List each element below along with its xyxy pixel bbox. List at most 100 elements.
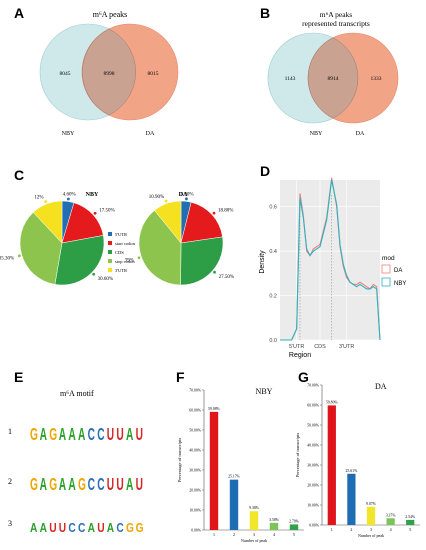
pie-nby-slice-1 [61, 202, 104, 244]
density-y-tick-0: 0.0 [269, 338, 277, 344]
venn-b-right-label: DA [356, 131, 365, 137]
bar-nby-x-tick-1: 2 [233, 532, 235, 537]
bar-da-bar-3 [386, 518, 395, 525]
motif-letter-0-3: A [59, 425, 67, 445]
motif-logos: 1 G A G A A A C C U U A U2 G A G A A G C C U U A U3 A A U U C C A U A C G G [8, 425, 144, 535]
panel-f: F 0.00% 10.00% 20.00% 30.00% 40.00% 50.00% 60.… [176, 369, 304, 543]
pie-da-label-marker-4 [164, 199, 168, 203]
pie-da-slice-label-4: 10.90% [149, 195, 164, 200]
motif-letter-2-7: U [97, 521, 104, 536]
pie-legend-swatch-2 [108, 250, 112, 254]
pie-da-label-marker-0 [185, 197, 188, 201]
pie-da-slice-label-3: 39% [125, 259, 134, 264]
bar-da-bar-label-3: 3.37% [386, 513, 397, 517]
motif-letter-0-7: C [97, 425, 105, 445]
bar-nby-bar-label-0: 59.08% [208, 407, 221, 411]
bar-da-y-tick-2: 20.00% [307, 484, 320, 488]
motif-letter-0-8: U [107, 425, 114, 445]
motif-letter-0-9: U [116, 425, 123, 445]
motif-letter-0-4: A [68, 425, 76, 445]
pie-da-label-marker-1 [212, 211, 216, 215]
bar-da-x-tick-4: 5 [409, 527, 411, 532]
venn-b-title-line1: m⁶A peaks [320, 10, 352, 19]
venn-b-title-line2: represented transcripts [302, 19, 370, 28]
motif-letter-2-9: C [116, 521, 124, 536]
bar-nby-y-tick-2: 20.00% [189, 489, 202, 493]
bar-nby-bar-3 [269, 522, 279, 530]
bar-da-bar-0 [327, 405, 336, 525]
pie-da-slice-3 [138, 210, 182, 286]
panel-letter-g: G [298, 369, 309, 385]
pie-legend: 5'UTR start codon CDS stop codon 3'UTR [108, 232, 136, 273]
panel-letter-a: A [14, 5, 24, 21]
venn-a-right-label: DA [146, 131, 155, 137]
venn-a-overlap-count: 8998 [104, 71, 115, 77]
motif-letter-0-2: G [49, 425, 57, 445]
pie-da-slice-1 [180, 201, 223, 244]
panel-b: B m⁶A peaks represented transcripts 1143… [260, 5, 399, 137]
bar-da-bar-2 [366, 506, 376, 525]
density-legend-nby: NBY [394, 281, 406, 287]
bar-nby-bar-0 [209, 411, 219, 530]
pie-nby-slice-label-2: 30.60% [98, 277, 113, 282]
pie-nby-title: NBY [86, 192, 99, 198]
motif-letter-1-3: A [59, 475, 67, 495]
motif-letter-1-4: A [68, 475, 76, 495]
panel-e: E m⁶A motif 1 G A G A A A C C U U A U2 G A G A A G C C U U A U3 A… [8, 369, 144, 535]
pie-nby-slice-3 [19, 212, 63, 285]
bar-da-y-tick-3: 30.00% [307, 464, 320, 468]
motif-title: m⁶A motif [60, 389, 94, 398]
bar-da-y-tick-7: 70.00% [307, 384, 320, 388]
bar-da-y-tick-0: 0.00% [309, 524, 320, 528]
pie-legend-label-1: start codon [115, 241, 136, 246]
motif-letter-2-1: A [40, 521, 48, 536]
motif-letter-1-11: U [136, 475, 143, 495]
pie-da-title: DA [179, 192, 188, 198]
motif-letter-1-2: G [49, 475, 57, 495]
bar-nby-x-tick-0: 1 [213, 532, 215, 537]
venn-a-title: m⁶A peaks [93, 10, 128, 19]
pie-legend-label-4: 3'UTR [115, 268, 127, 273]
motif-letter-2-4: C [68, 521, 76, 536]
bar-da-bar-label-1: 25.61% [346, 469, 359, 473]
venn-b-right-count: 1333 [371, 76, 382, 82]
pie-nby-slice-2 [54, 235, 105, 286]
density-x-tick-0: 5'UTR [289, 344, 304, 350]
bar-nby-x-tick-2: 3 [253, 532, 255, 537]
bar-da-bar-label-2: 9.07% [366, 502, 377, 506]
bar-da-title: DA [375, 382, 387, 391]
density-legend-title: mod [382, 255, 395, 262]
motif-letter-0-5: A [78, 425, 86, 445]
panel-letter-c: C [14, 167, 24, 183]
density-legend-da: DA [394, 268, 402, 274]
pie-nby-slice-label-4: 12% [34, 196, 43, 201]
legend-da-swatch [381, 264, 391, 274]
motif-letter-2-10: G [126, 521, 134, 536]
motif-letter-2-6: A [88, 521, 96, 536]
venn-a-right-count: 8015 [148, 71, 159, 77]
density-panel-bg [280, 180, 380, 340]
motif-letter-0-6: C [88, 425, 96, 445]
bar-nby-bar-2 [249, 511, 259, 530]
motif-letter-0-10: A [126, 425, 134, 445]
pie-legend-swatch-1 [108, 241, 112, 245]
pie-nby-slice-4 [32, 200, 63, 244]
panel-letter-d: D [260, 163, 270, 179]
panel-c: C NBY DA 4.60% 17.50% 30.60% 35.30% 12% 3.90… [0, 167, 234, 286]
bar-nby-y-axis-label: Percentage of transcripts [177, 438, 182, 483]
motif-letter-2-0: A [30, 521, 38, 536]
density-y-axis-label: Density [259, 250, 266, 274]
bar-nby-bar-label-4: 2.79% [289, 519, 300, 523]
bar-da-bar-label-4: 2.54% [405, 515, 416, 519]
bar-nby-bar-label-2: 9.38% [249, 506, 260, 510]
pie-nby-label-marker-2 [92, 272, 96, 276]
motif-letter-1-10: A [126, 475, 134, 495]
bar-da-y-tick-5: 50.00% [307, 424, 320, 428]
density-y-tick-2: 0.4 [269, 249, 277, 255]
bar-da-x-tick-2: 3 [370, 527, 372, 532]
density-y-tick-1: 0.2 [269, 294, 277, 300]
bar-nby-x-tick-4: 5 [293, 532, 295, 537]
pie-da-slice-label-0: 3.90% [181, 192, 194, 197]
pie-da-slice-label-2: 27.50% [219, 275, 234, 280]
